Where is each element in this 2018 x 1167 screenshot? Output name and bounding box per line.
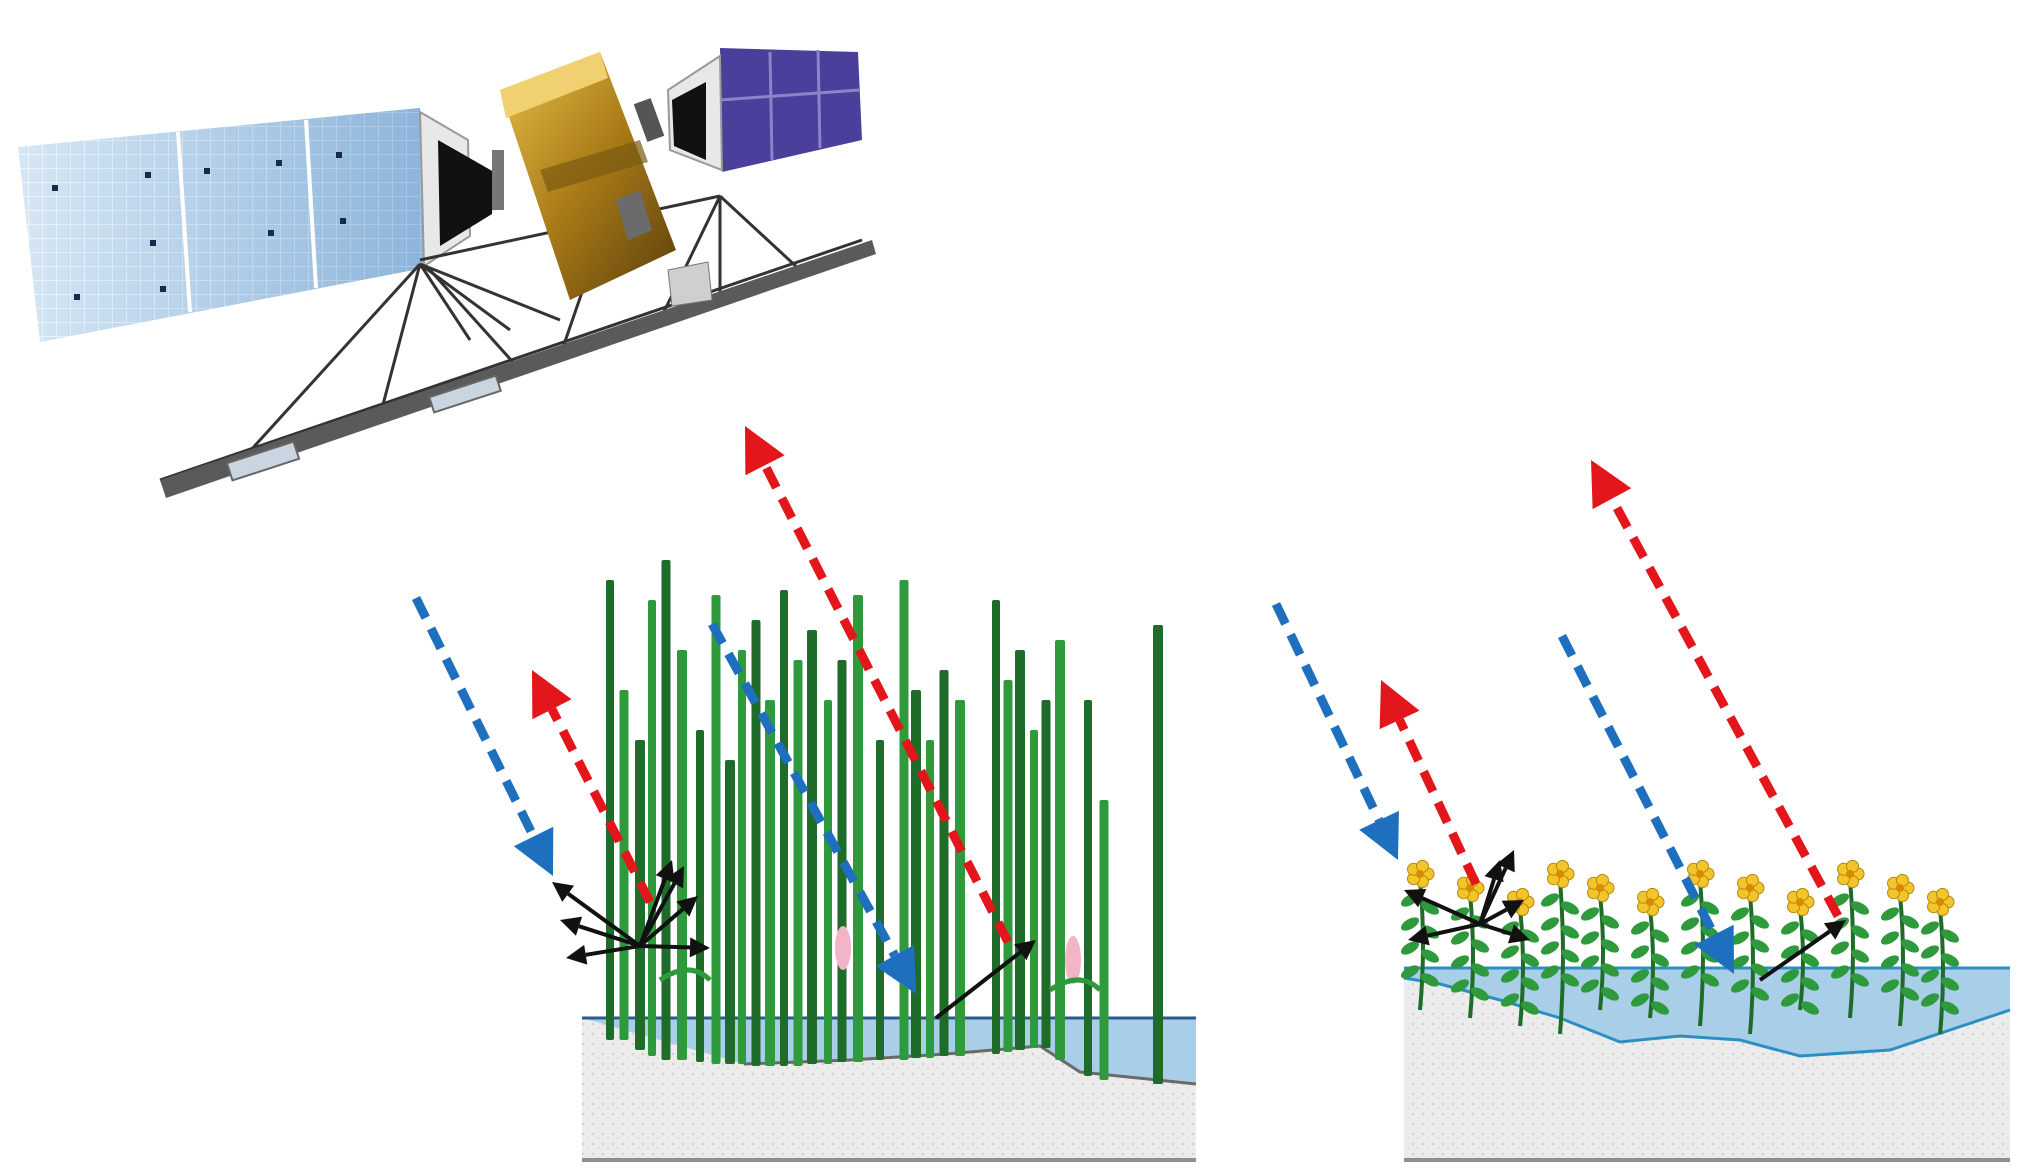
volume-scatter-arrow xyxy=(552,882,642,948)
reed-stem xyxy=(725,760,735,1064)
reed-stem xyxy=(696,730,704,1062)
reed-stem xyxy=(899,580,909,1060)
reed-stem xyxy=(939,670,949,1056)
floating-plant xyxy=(1920,887,1960,1035)
reed-stem xyxy=(711,595,721,1064)
volume-scatter-arrow xyxy=(638,896,698,948)
reed-stem xyxy=(876,740,884,1060)
reed-stem xyxy=(793,660,803,1066)
reed-stem xyxy=(1030,730,1038,1048)
volume-scatter-arrow xyxy=(1478,860,1504,925)
incident-signal-arrow xyxy=(1557,633,1734,974)
reed-stem xyxy=(677,650,687,1060)
reed-stem xyxy=(853,595,863,1062)
reed-stem xyxy=(837,660,847,1062)
reed-stem xyxy=(738,650,746,1064)
floating-plant xyxy=(1830,859,1870,1019)
pink-flower-plants xyxy=(658,926,1102,993)
reed-stem xyxy=(765,700,775,1066)
right-solar-panel xyxy=(666,48,862,172)
reed-stem xyxy=(648,600,656,1056)
reed-stem xyxy=(606,580,614,1040)
reed-stem xyxy=(1003,680,1013,1052)
reed-stem xyxy=(1099,800,1109,1080)
double-bounce-arrow xyxy=(934,940,1036,1020)
reed-stem xyxy=(824,700,832,1064)
floating-plant xyxy=(1580,873,1620,1011)
water-right xyxy=(1404,968,2010,1056)
floating-aquatic-vegetation xyxy=(1400,859,2011,1162)
radar-signal-paths xyxy=(411,426,1846,1020)
volume-scatter-arrow xyxy=(1479,900,1524,926)
backscatter-signal-arrow xyxy=(532,670,655,905)
volume-scatter-arrow xyxy=(1479,922,1530,944)
reed-stem xyxy=(1041,700,1051,1048)
reed-stem xyxy=(635,740,645,1050)
volume-scatter-arrow xyxy=(639,937,710,958)
reed-stem xyxy=(1084,700,1092,1076)
incident-signal-arrow xyxy=(1271,602,1399,860)
incident-signal-arrow xyxy=(708,621,916,994)
reed-stems xyxy=(606,560,1163,1084)
volume-scatter-arrow xyxy=(638,866,684,947)
reed-stem xyxy=(955,700,965,1056)
emergent-reed-vegetation xyxy=(582,560,1197,1162)
volume-scatter-arrow xyxy=(1408,922,1481,946)
backscatter-signal-arrow xyxy=(1379,680,1481,886)
floating-plant xyxy=(1630,887,1670,1019)
volume-scatter-arrow xyxy=(1404,889,1481,926)
floating-plant xyxy=(1780,887,1820,1015)
double-bounce-arrow xyxy=(1758,920,1846,982)
volume-scatter-arrow xyxy=(566,944,641,965)
volume-scatter-arrow xyxy=(560,916,641,948)
reed-stem xyxy=(1015,650,1025,1050)
left-solar-panel xyxy=(18,108,424,342)
sar-satellite-icon xyxy=(18,48,876,498)
floating-plant xyxy=(1880,873,1920,1027)
reed-stem xyxy=(1153,625,1163,1084)
soil-right xyxy=(1404,978,2010,1160)
satellite-bus xyxy=(500,52,713,307)
floating-plant xyxy=(1540,859,1580,1035)
reed-stem xyxy=(926,740,934,1058)
reed-stem xyxy=(1055,640,1065,1060)
floating-plant xyxy=(1680,859,1720,1027)
reed-stem xyxy=(780,590,788,1066)
reed-stem xyxy=(751,620,761,1066)
reed-stem xyxy=(992,600,1000,1054)
floating-plants xyxy=(1400,859,1960,1035)
incident-signal-arrow xyxy=(411,596,554,876)
floating-plant xyxy=(1730,873,1770,1035)
soil-left xyxy=(582,1018,1196,1160)
reed-stem xyxy=(619,690,629,1040)
backscatter-signal-arrow xyxy=(1591,460,1842,919)
reed-stem xyxy=(661,560,671,1060)
reed-stem xyxy=(807,630,817,1064)
backscatter-signal-arrow xyxy=(745,426,1013,945)
